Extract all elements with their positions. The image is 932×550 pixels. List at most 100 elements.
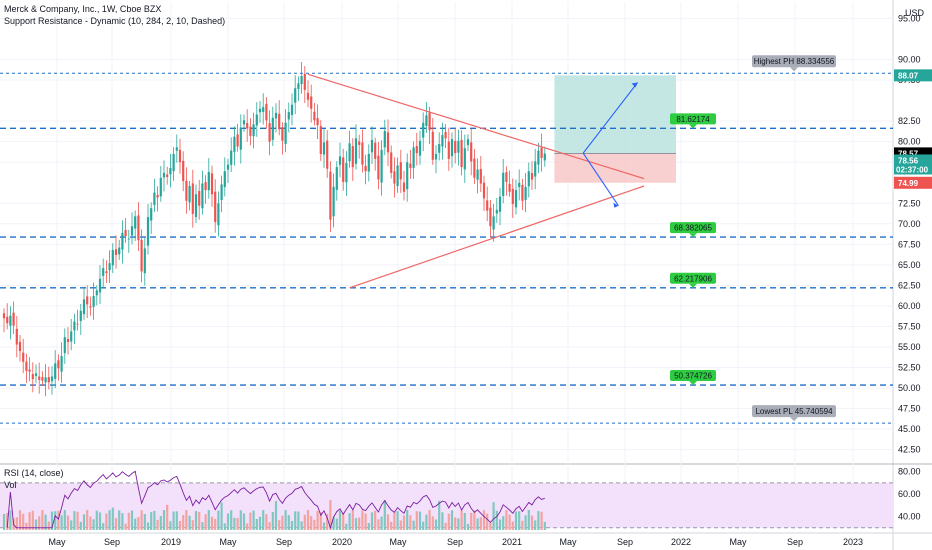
volume-bar <box>374 511 376 530</box>
volume-bar <box>67 516 69 530</box>
candle-body <box>409 164 411 168</box>
volume-bar <box>301 521 303 530</box>
candle-body <box>374 143 376 159</box>
candle-body <box>29 370 31 372</box>
volume-bar <box>473 510 475 530</box>
candle-body <box>80 311 82 321</box>
candle-body <box>224 171 226 187</box>
price-tick-label: 55.00 <box>898 342 921 352</box>
price-tick-label: 82.50 <box>898 116 921 126</box>
candle-body <box>329 172 331 220</box>
candle-body <box>51 377 53 382</box>
candle-body <box>115 249 117 255</box>
volume-bar <box>441 512 443 530</box>
candle-body <box>483 183 485 199</box>
candle-body <box>160 178 162 197</box>
volume-bar <box>390 522 392 530</box>
volume-bar <box>294 511 296 530</box>
stop-zone <box>554 153 676 182</box>
candle-body <box>208 172 210 190</box>
volume-bar <box>445 523 447 530</box>
chart-title: Merck & Company, Inc., 1W, Cboe BZX <box>4 4 161 14</box>
volume-bar <box>345 524 347 530</box>
volume-bar <box>285 510 287 530</box>
volume-bar <box>198 512 200 530</box>
candle-body <box>461 140 463 167</box>
candle-body <box>454 141 456 153</box>
volume-bar <box>365 514 367 530</box>
candle-body <box>198 191 200 206</box>
rsi-tick-label: 60.00 <box>898 489 921 499</box>
volume-bar <box>278 520 280 530</box>
candle-body <box>93 296 95 307</box>
candle-body <box>438 144 440 153</box>
volume-bar <box>48 522 50 530</box>
candle-body <box>262 107 264 112</box>
candle-body <box>528 171 530 186</box>
volume-bar <box>429 510 431 530</box>
time-tick-label: 2020 <box>332 537 352 547</box>
volume-bar <box>307 510 309 530</box>
volume-bar <box>454 517 456 530</box>
bar-countdown-label: 02:37:00 <box>896 165 929 174</box>
volume-bar <box>227 513 229 530</box>
candle-body <box>336 167 338 190</box>
volume-bar <box>125 524 127 530</box>
volume-bar <box>115 518 117 530</box>
candle-body <box>352 146 354 167</box>
candle-body <box>518 183 520 187</box>
volume-bar <box>515 512 517 530</box>
candle-body <box>86 296 88 304</box>
volume-bar <box>470 513 472 530</box>
candle-body <box>70 331 72 341</box>
volume-bar <box>323 523 325 530</box>
candle-body <box>19 342 21 351</box>
candle-body <box>393 171 395 183</box>
volume-bar <box>211 517 213 530</box>
volume-bar <box>249 513 251 530</box>
candle-body <box>489 208 491 227</box>
volume-bar <box>297 512 299 530</box>
candle-body <box>153 193 155 206</box>
candle-body <box>320 126 322 154</box>
volume-bar <box>70 520 72 530</box>
volume-bar <box>240 510 242 530</box>
volume-bar <box>397 511 399 530</box>
candle-body <box>233 137 235 152</box>
price-tick-label: 72.50 <box>898 198 921 208</box>
volume-bar <box>416 511 418 530</box>
time-tick-label: May <box>559 537 577 547</box>
candle-body <box>41 377 43 381</box>
volume-bar <box>169 521 171 530</box>
candle-body <box>307 93 309 100</box>
volume-bar <box>377 519 379 530</box>
volume-bar <box>166 505 168 530</box>
volume-bar <box>3 514 5 530</box>
candle-body <box>390 152 392 172</box>
volume-bar <box>96 511 98 530</box>
volume-bar <box>281 516 283 530</box>
rsi-band <box>0 483 893 528</box>
candle-body <box>422 123 424 138</box>
volume-bar <box>509 515 511 530</box>
volume-bar <box>505 510 507 530</box>
volume-bar <box>243 513 245 530</box>
candle-body <box>278 114 280 130</box>
volume-bar <box>413 521 415 530</box>
volume-bar <box>131 511 133 530</box>
volume-bar <box>237 518 239 530</box>
volume-bar <box>214 519 216 530</box>
candle-body <box>413 147 415 167</box>
candle-body <box>317 118 319 125</box>
candle-body <box>349 143 351 161</box>
candle-body <box>470 142 472 161</box>
candle-body <box>121 233 123 250</box>
volume-bar <box>265 514 267 530</box>
candle-body <box>105 271 107 273</box>
volume-bar <box>387 514 389 530</box>
volume-bar <box>521 521 523 530</box>
volume-bar <box>528 510 530 530</box>
price-tick-label: 52.50 <box>898 363 921 373</box>
volume-bar <box>121 513 123 530</box>
sr-level-label: 50.374726 <box>674 372 712 381</box>
